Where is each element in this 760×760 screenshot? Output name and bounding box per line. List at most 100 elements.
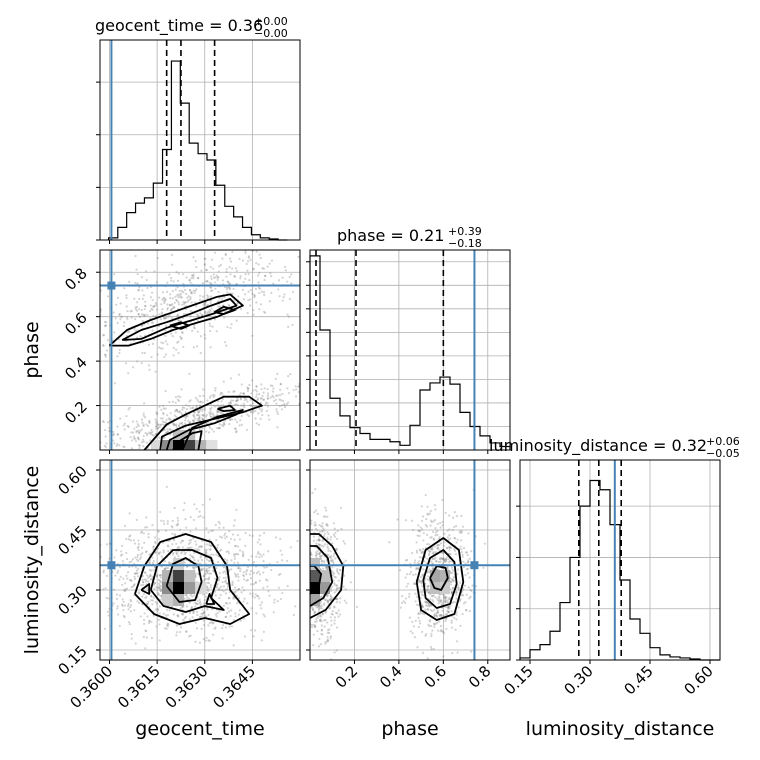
luminosity-distance-vs-geocent-time-sample-point (152, 596, 155, 599)
luminosity-distance-vs-geocent-time-sample-point (244, 544, 247, 547)
luminosity-distance-vs-phase-density-cell-4 (320, 570, 330, 582)
luminosity-distance-vs-phase-density-cell-0 (310, 582, 320, 594)
luminosity-distance-vs-phase-sample-point (416, 534, 419, 537)
luminosity-distance-vs-geocent-time-sample-point (128, 565, 131, 569)
phase-vs-geocent-time-sample-point (72, 445, 74, 447)
luminosity-distance-vs-phase-sample-point (312, 644, 315, 647)
luminosity-distance-vs-geocent-time-sample-point (128, 512, 131, 515)
luminosity-distance-vs-geocent-time-sample-point (233, 597, 236, 600)
luminosity-distance-vs-phase-sample-point (335, 587, 338, 590)
luminosity-distance-vs-geocent-time-sample-point (175, 552, 178, 555)
phase-vs-geocent-time-sample-point (96, 429, 98, 431)
phase-vs-geocent-time-sample-point (169, 309, 173, 312)
luminosity-distance-vs-phase-sample-point (335, 626, 339, 629)
luminosity-distance-vs-phase-sample-point (444, 557, 447, 561)
luminosity-distance-vs-geocent-time-sample-point (192, 612, 195, 615)
luminosity-distance-vs-geocent-time-sample-point (218, 572, 221, 575)
luminosity-distance-vs-phase-sample-point (442, 614, 445, 617)
luminosity-distance-vs-phase-sample-point (417, 529, 420, 532)
phase-vs-geocent-time-sample-point (228, 422, 231, 426)
luminosity-distance-vs-geocent-time-sample-point (190, 605, 194, 609)
luminosity-distance-vs-phase-sample-point (432, 600, 435, 603)
luminosity-distance-vs-phase-sample-point (413, 582, 416, 585)
luminosity-distance-vs-geocent-time-sample-point (239, 619, 242, 622)
luminosity-distance-vs-phase-sample-point (445, 560, 448, 563)
luminosity-distance-vs-phase-sample-point (455, 618, 458, 621)
luminosity-distance-vs-geocent-time-sample-point (133, 572, 137, 575)
luminosity-distance-vs-phase-sample-point (307, 575, 309, 577)
luminosity-distance-vs-phase-sample-point (464, 562, 467, 565)
luminosity-distance-vs-phase-sample-point (326, 600, 329, 603)
luminosity-distance-vs-phase-sample-point (418, 619, 421, 622)
luminosity-distance-vs-phase-sample-point (303, 593, 305, 595)
luminosity-distance-vs-geocent-time-sample-point (145, 550, 148, 554)
phase-vs-geocent-time-sample-point (140, 313, 144, 316)
luminosity-distance-vs-phase-sample-point (307, 653, 309, 655)
phase-vs-geocent-time-sample-point (233, 403, 236, 407)
luminosity-distance-vs-phase-sample-point (318, 637, 321, 641)
luminosity-distance-vs-geocent-time-sample-point (222, 566, 225, 569)
luminosity-distance-vs-geocent-time-sample-point (115, 549, 118, 552)
luminosity-distance-vs-geocent-time-sample-point (202, 579, 206, 582)
luminosity-distance-vs-geocent-time-sample-point (177, 550, 180, 553)
luminosity-distance-vs-phase-sample-point (306, 504, 308, 506)
luminosity-distance-vs-geocent-time-sample-point (228, 602, 231, 605)
luminosity-distance-vs-geocent-time-sample-point (153, 582, 156, 585)
phase-vs-geocent-time-sample-point (198, 416, 201, 419)
luminosity-distance-vs-geocent-time-sample-point (158, 593, 161, 596)
phase-vs-geocent-time-sample-point (205, 268, 208, 271)
luminosity-distance-vs-phase-sample-point (443, 559, 447, 563)
luminosity-distance-vs-phase-sample-point (445, 627, 448, 631)
phase-vs-geocent-time-sample-point (203, 406, 207, 410)
phase-vs-geocent-time-sample-point (113, 382, 116, 385)
phase-vs-geocent-time-sample-point (216, 418, 219, 421)
luminosity-distance-vs-phase-sample-point (414, 592, 417, 595)
luminosity-distance-vs-phase-sample-point (462, 602, 466, 605)
phase-vs-geocent-time-sample-point (189, 407, 192, 410)
phase-vs-geocent-time-sample-point (195, 404, 198, 407)
phase-vs-geocent-time-sample-point (104, 355, 107, 358)
phase-vs-geocent-time-sample-point (203, 304, 207, 307)
luminosity-distance-vs-geocent-time-sample-point (228, 625, 231, 628)
phase-vs-geocent-time-sample-point (272, 387, 275, 390)
luminosity-distance-vs-geocent-time-sample-point (219, 593, 222, 597)
phase-vs-geocent-time-sample-point (140, 308, 143, 312)
luminosity-distance-vs-phase-sample-point (333, 527, 336, 530)
luminosity-distance-vs-phase-sample-point (424, 600, 427, 603)
luminosity-distance-vs-geocent-time-sample-point (197, 562, 200, 565)
phase-vs-geocent-time-sample-point (138, 286, 141, 289)
phase-vs-geocent-time-sample-point (194, 260, 197, 263)
luminosity-distance-vs-phase-sample-point (307, 631, 309, 633)
luminosity-distance-vs-geocent-time-sample-point (95, 591, 97, 593)
title-luminosity-distance: luminosity_distance = 0.32 +0.06 −0.05 (489, 435, 740, 460)
luminosity-distance-vs-geocent-time-sample-point (138, 601, 141, 604)
phase-vs-geocent-time-sample-point (259, 401, 263, 404)
luminosity-distance-vs-phase-sample-point (417, 612, 420, 615)
phase-vs-geocent-time-sample-point (70, 353, 72, 355)
phase-vs-geocent-time-sample-point (209, 415, 212, 418)
luminosity-distance-vs-phase-sample-point (326, 568, 329, 571)
phase-vs-geocent-time-sample-point (202, 394, 205, 397)
phase-vs-geocent-time-sample-point (151, 430, 154, 434)
luminosity-distance-vs-phase-sample-point (333, 582, 336, 585)
phase-vs-geocent-time-sample-point (97, 440, 99, 442)
luminosity-distance-vs-phase-sample-point (440, 557, 444, 561)
luminosity-distance-vs-geocent-time-sample-point (200, 569, 203, 572)
luminosity-distance-vs-geocent-time-sample-point (180, 612, 184, 616)
luminosity-distance-vs-phase-sample-point (302, 532, 304, 534)
luminosity-distance-vs-phase-sample-point (453, 616, 456, 620)
luminosity-distance-vs-phase-sample-point (316, 552, 319, 555)
phase-vs-geocent-time-sample-point (119, 437, 122, 440)
luminosity-distance-vs-geocent-time-sample-point (210, 621, 213, 624)
phase-vs-geocent-time-sample-point (139, 335, 142, 338)
luminosity-distance-vs-phase-sample-point (308, 557, 310, 559)
luminosity-distance-vs-geocent-time-sample-point (145, 516, 148, 519)
phase-vs-geocent-time-sample-point (168, 314, 171, 317)
luminosity-distance-vs-geocent-time-sample-point (141, 595, 144, 598)
luminosity-distance-vs-phase-sample-point (447, 610, 450, 613)
phase-vs-geocent-time-sample-point (125, 414, 128, 418)
luminosity-distance-vs-geocent-time-sample-point (218, 587, 221, 590)
luminosity-distance-vs-phase-sample-point (406, 573, 409, 576)
luminosity-distance-vs-geocent-time-sample-point (207, 578, 210, 581)
phase-vs-geocent-time-sample-point (220, 392, 224, 395)
